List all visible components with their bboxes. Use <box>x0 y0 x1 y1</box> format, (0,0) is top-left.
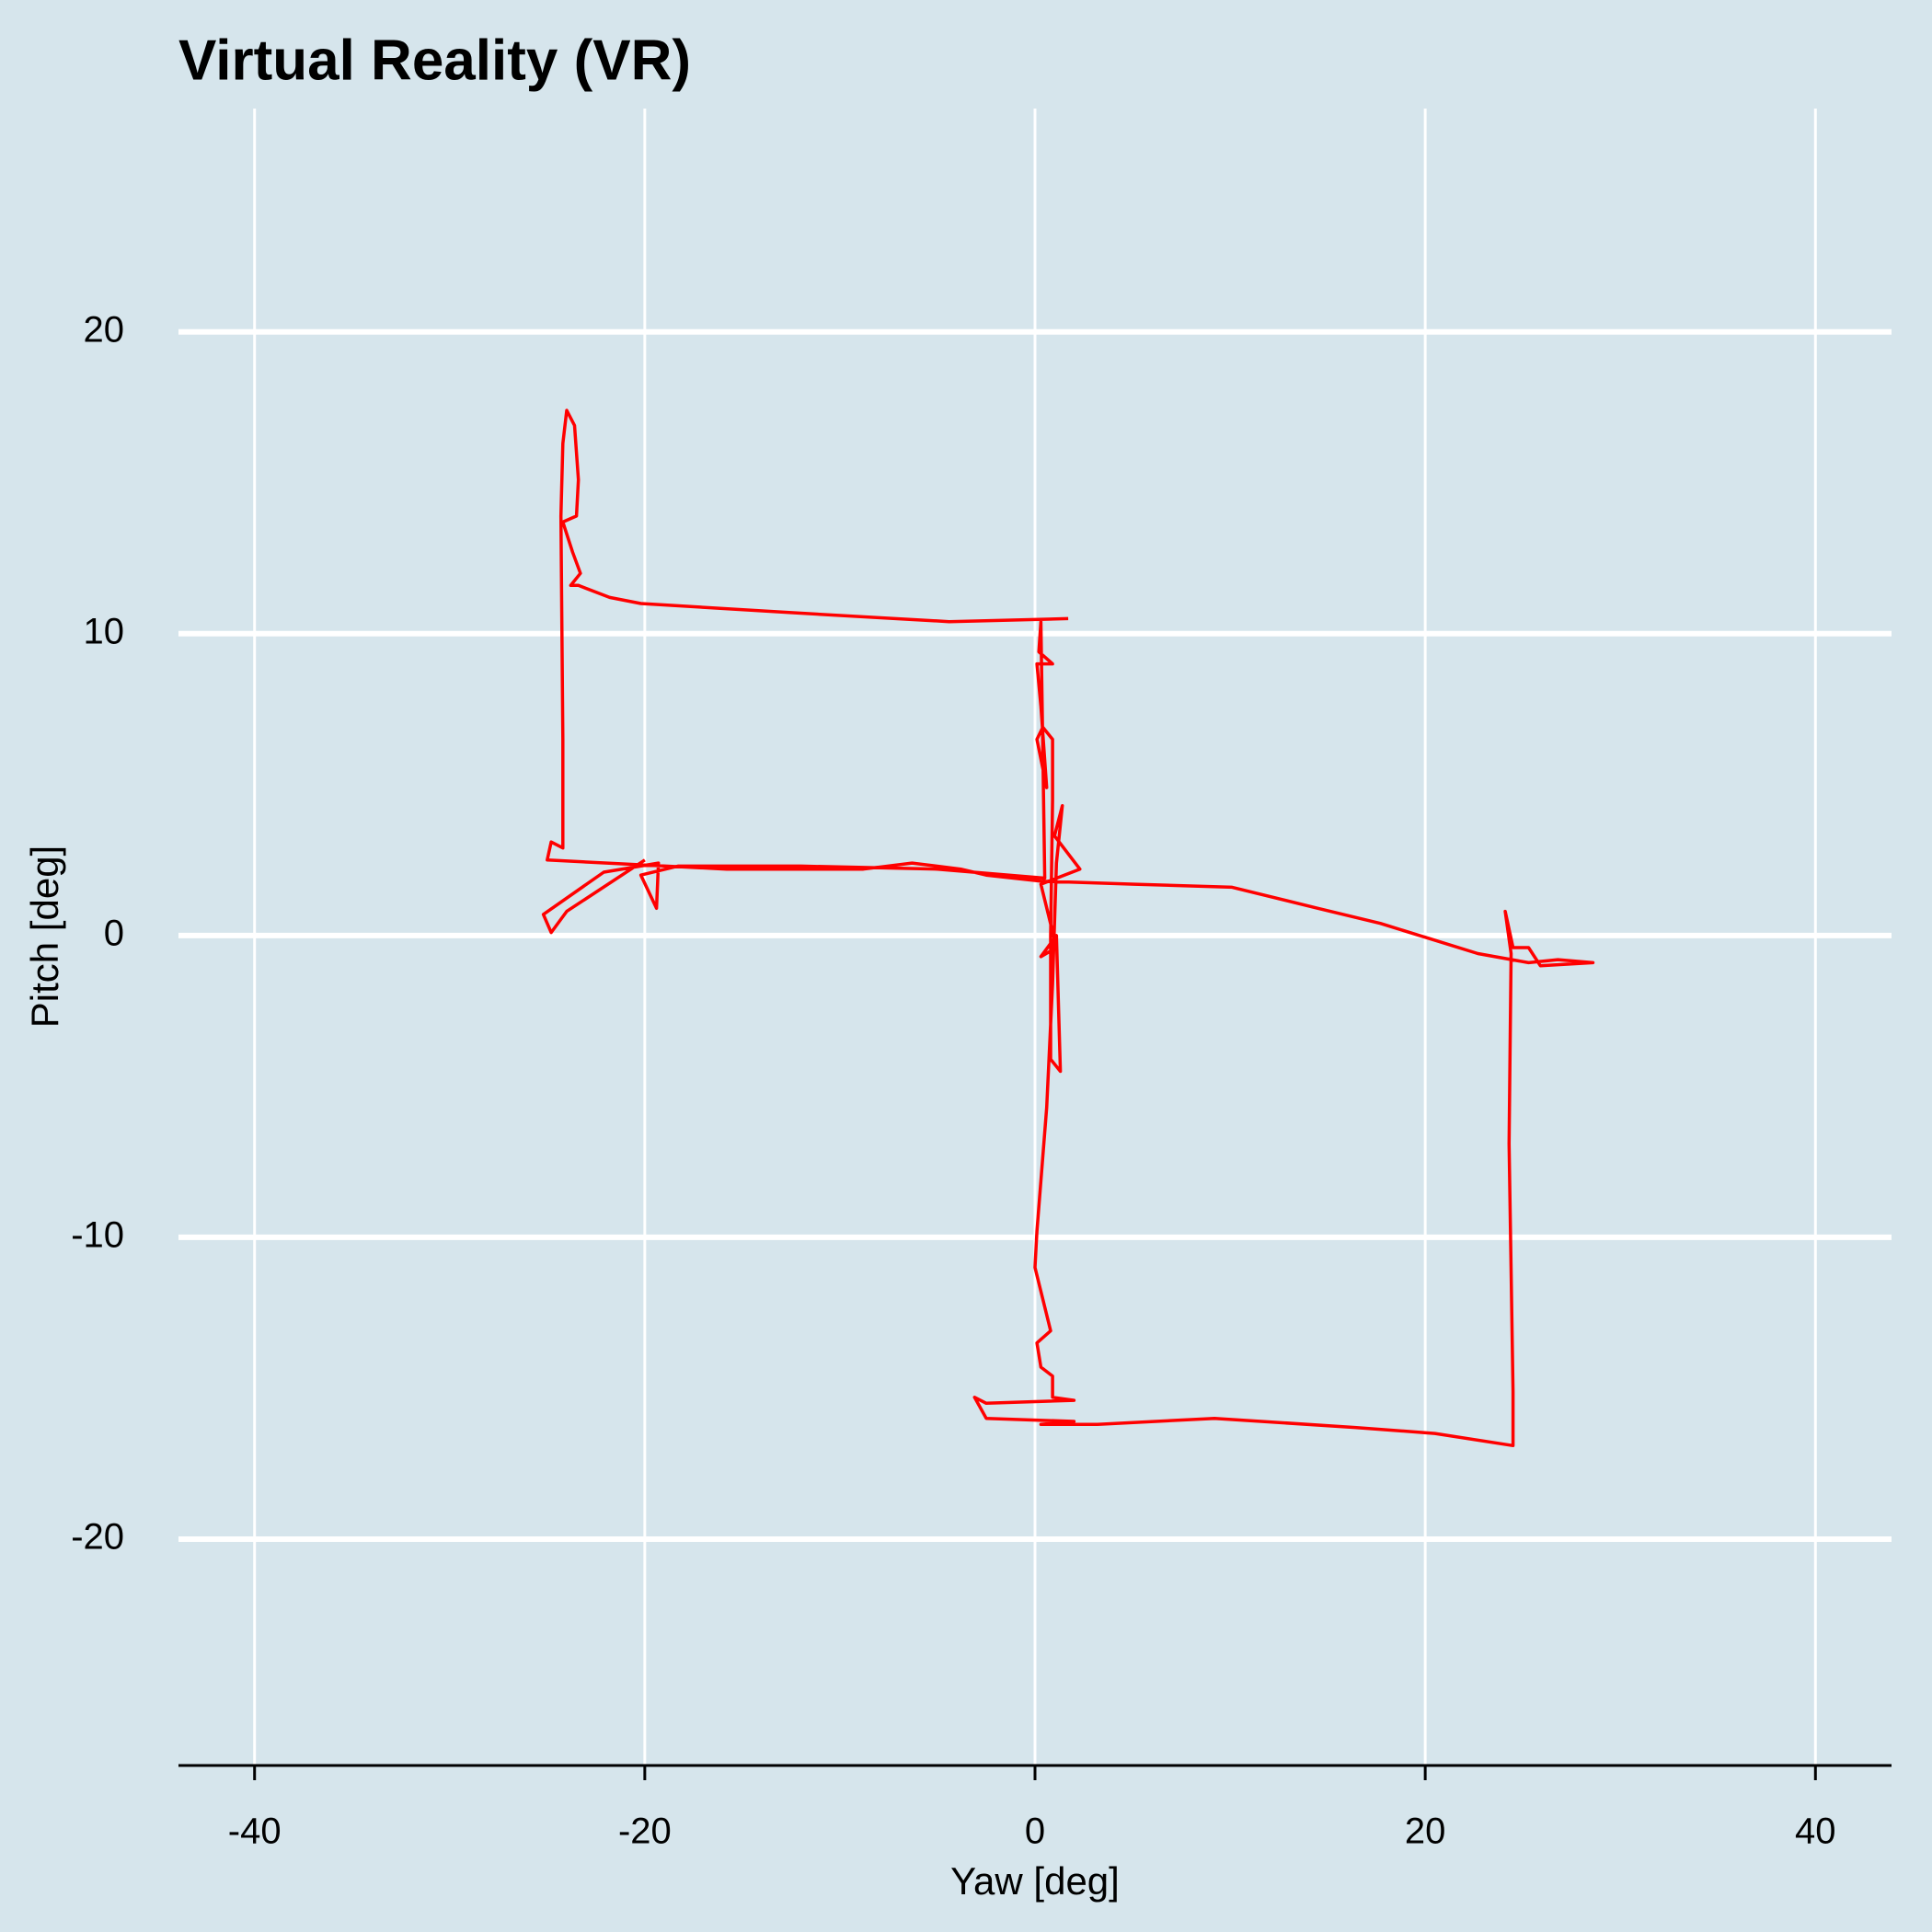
x-tick-label: 0 <box>1025 1811 1045 1852</box>
y-tick-label: 20 <box>84 309 125 350</box>
x-tick-label: -40 <box>228 1811 282 1852</box>
y-axis-label: Pitch [deg] <box>23 845 66 1028</box>
y-tick-label: -20 <box>71 1517 124 1558</box>
y-tick-label: 10 <box>84 611 125 651</box>
y-tick-label: 0 <box>104 913 124 953</box>
x-tick-label: 20 <box>1405 1811 1446 1852</box>
trace-line <box>541 408 1595 1448</box>
x-tick-label: -20 <box>618 1811 672 1852</box>
x-tick-label: 40 <box>1795 1811 1836 1852</box>
y-tick-label: -10 <box>71 1214 124 1255</box>
chart-title: Virtual Reality (VR) <box>178 29 691 92</box>
x-axis-label: Yaw [deg] <box>950 1859 1120 1903</box>
